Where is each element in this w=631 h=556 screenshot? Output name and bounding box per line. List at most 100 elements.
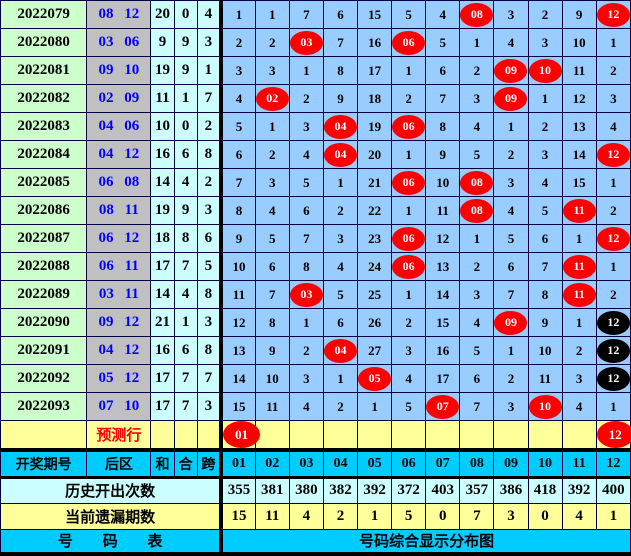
omission-count-row: 当前遗漏期数 15 11 4 2 1 5 0 7 3 0 4 1 — [0, 502, 631, 530]
grid-cell: 1 — [288, 308, 324, 337]
back-numbers-cell: 08 11 — [86, 196, 152, 225]
grid-cell: 13 — [425, 252, 461, 281]
grid-cell: 6 — [219, 140, 256, 169]
grid-cell: 9 — [254, 336, 290, 365]
back-numbers-cell: 08 12 — [86, 0, 152, 29]
grid-cell: 1 — [219, 0, 256, 29]
column-header: 06 — [391, 449, 427, 479]
back-numbers-cell: 06 11 — [86, 252, 152, 281]
grid-cell: 21 — [357, 168, 393, 197]
back-numbers-cell: 04 06 — [86, 112, 152, 141]
grid-cell: 10 — [527, 336, 563, 365]
grid-cell — [425, 420, 461, 452]
draw-row: 2022081 09 10 19 9 1 3 3 1 8 17 1 6 2 09 10 11 2 — [0, 56, 631, 85]
grid-cell: 11 — [425, 196, 461, 225]
grid-cell: 2 — [219, 28, 256, 57]
grid-cell: 3 — [493, 392, 529, 421]
column-header: 07 — [425, 449, 461, 479]
grid-cell: 15 — [357, 0, 393, 29]
kua-cell: 3 — [196, 196, 222, 225]
history-count-label: 历史开出次数 — [0, 476, 222, 504]
red-ball: 04 — [323, 338, 357, 363]
he-cell: 0 — [173, 112, 198, 141]
red-ball: 11 — [562, 282, 596, 307]
grid-cell: 3 — [595, 84, 631, 113]
grid-cell: 19 — [357, 112, 393, 141]
draw-row: 2022087 06 12 18 8 6 9 5 7 3 23 06 12 1 5 6 1 12 — [0, 224, 631, 253]
grid-cell: 4 — [322, 252, 359, 281]
grid-cell: 04 — [322, 112, 359, 141]
grid-cell: 5 — [459, 140, 495, 169]
grid-cell: 1 — [459, 28, 495, 57]
grid-cell: 3 — [493, 168, 529, 197]
grid-cell: 08 — [459, 196, 495, 225]
grid-cell: 5 — [391, 392, 427, 421]
grid-cell: 17 — [425, 364, 461, 393]
grid-cell: 3 — [527, 28, 563, 57]
grid-cell: 1 — [493, 112, 529, 141]
grid-cell: 08 — [459, 0, 495, 29]
grid-cell: 24 — [357, 252, 393, 281]
grid-cell: 1 — [391, 196, 427, 225]
grid-cell: 12 — [595, 140, 631, 169]
grid-cell: 7 — [322, 28, 359, 57]
draw-rows-body: 2022079 08 12 20 0 4 1 1 7 6 15 5 4 08 3 2 9 12 2022080 03… — [0, 0, 631, 421]
grid-cell: 25 — [357, 280, 393, 309]
grid-cell: 9 — [322, 84, 359, 113]
grid-cell: 4 — [561, 392, 597, 421]
column-header: 12 — [595, 449, 631, 479]
red-ball: 06 — [392, 170, 426, 195]
prediction-empty-cell — [0, 420, 88, 452]
grid-cell: 05 — [357, 364, 393, 393]
grid-cell: 1 — [391, 140, 427, 169]
grid-cell: 6 — [322, 0, 359, 29]
grid-cell: 10 — [219, 252, 256, 281]
grid-cell: 7 — [425, 84, 461, 113]
black-ball: 12 — [596, 366, 630, 391]
grid-cell — [288, 420, 324, 452]
grid-cell: 2 — [391, 308, 427, 337]
red-ball: 06 — [392, 30, 426, 55]
grid-cell: 3 — [459, 280, 495, 309]
red-ball: 12 — [596, 2, 630, 27]
red-ball: 06 — [392, 254, 426, 279]
grid-cell: 14 — [425, 280, 461, 309]
grid-cell: 12 — [595, 308, 631, 337]
grid-cell: 6 — [425, 56, 461, 85]
history-count-cell: 386 — [493, 476, 529, 504]
grid-cell: 06 — [391, 224, 427, 253]
history-count-cell: 400 — [595, 476, 631, 504]
grid-cell: 1 — [561, 224, 597, 253]
he-cell: 1 — [173, 308, 198, 337]
grid-cell: 3 — [561, 364, 597, 393]
red-ball: 09 — [494, 310, 528, 335]
back-numbers-cell: 09 12 — [86, 308, 152, 337]
history-count-cell: 380 — [288, 476, 324, 504]
period-cell: 2022081 — [0, 56, 88, 85]
footer-row: 号 码 表 号码综合显示分布图 — [0, 528, 631, 556]
grid-cell: 1 — [561, 308, 597, 337]
he-cell: 1 — [173, 84, 198, 113]
kua-cell: 2 — [196, 112, 222, 141]
omission-count-cell: 4 — [288, 502, 324, 530]
grid-cell: 1 — [493, 336, 529, 365]
omission-count-cell: 15 — [219, 502, 256, 530]
omission-count-cell: 2 — [322, 502, 359, 530]
back-numbers-cell: 06 12 — [86, 224, 152, 253]
kua-cell: 1 — [196, 56, 222, 85]
grid-cell — [493, 420, 529, 452]
omission-count-cell: 1 — [595, 502, 631, 530]
kua-cell: 3 — [196, 308, 222, 337]
grid-cell: 1 — [254, 112, 290, 141]
grid-cell: 7 — [288, 224, 324, 253]
grid-cell: 12 — [561, 84, 597, 113]
history-count-cell: 382 — [322, 476, 359, 504]
column-header: 11 — [561, 449, 597, 479]
red-ball: 03 — [289, 30, 323, 55]
back-numbers-cell: 05 12 — [86, 364, 152, 393]
grid-cell: 12 — [595, 364, 631, 393]
grid-cell: 7 — [254, 280, 290, 309]
grid-cell: 06 — [391, 168, 427, 197]
grid-cell: 6 — [322, 308, 359, 337]
